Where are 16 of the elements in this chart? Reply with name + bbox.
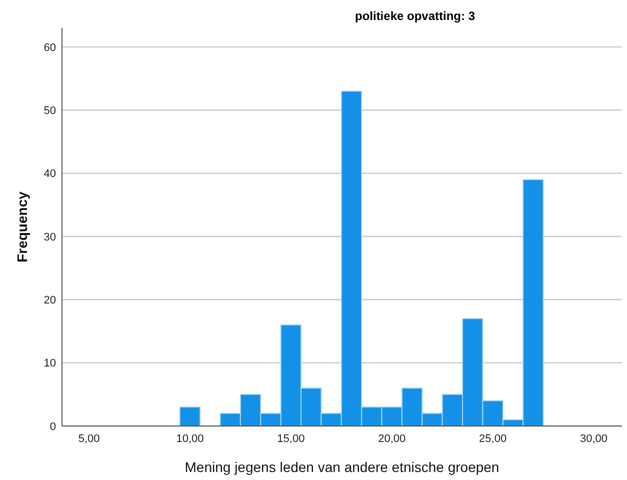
- y-tick-label: 20: [44, 294, 56, 306]
- y-tick-label: 0: [50, 420, 56, 433]
- x-tick-label: 10,00: [176, 433, 204, 445]
- y-tick-label: 30: [44, 231, 56, 244]
- x-tick-label: 25,00: [479, 433, 507, 445]
- x-tick-label: 15,00: [277, 433, 305, 445]
- y-axis-title: Frequency: [14, 191, 30, 262]
- x-tick-label: 20,00: [378, 433, 406, 445]
- chart-title: politieke opvatting: 3: [354, 9, 476, 23]
- x-tick-label: 30,00: [580, 433, 608, 445]
- y-tick-label: 50: [44, 104, 56, 117]
- y-tick-label: 10: [44, 358, 56, 370]
- y-tick-label: 40: [44, 168, 56, 180]
- y-tick-label: 60: [44, 42, 56, 54]
- x-tick-label: 5,00: [78, 433, 100, 445]
- x-axis-title: Mening jegens leden van andere etnische groepen: [184, 459, 500, 475]
